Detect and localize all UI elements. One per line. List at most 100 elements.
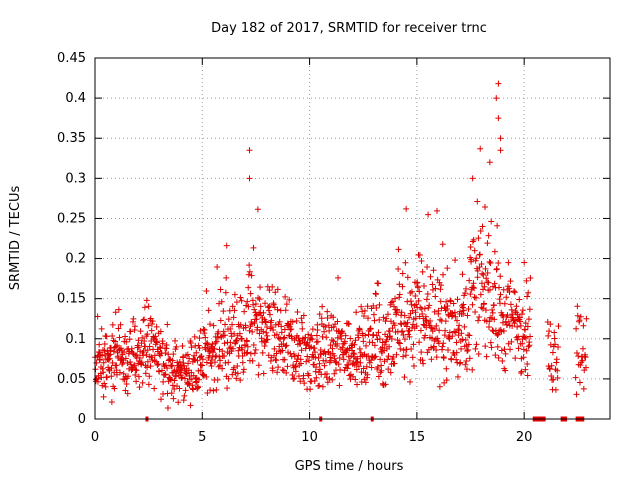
- data-point: [323, 357, 330, 364]
- data-point: [375, 329, 382, 336]
- data-point: [341, 367, 348, 374]
- data-point: [228, 330, 235, 337]
- data-point: [409, 307, 416, 314]
- data-point: [402, 352, 409, 359]
- data-point: [302, 334, 309, 341]
- data-point: [376, 316, 383, 323]
- data-point: [298, 347, 305, 354]
- data-point: [181, 392, 188, 399]
- plot-frame: [94, 57, 611, 420]
- data-point: [463, 366, 470, 373]
- data-point: [375, 280, 382, 287]
- chart-title: Day 182 of 2017, SRMTID for receiver trn…: [211, 21, 487, 36]
- data-point: [575, 353, 582, 360]
- x-tick-label: 0: [91, 430, 99, 445]
- data-point: [353, 309, 360, 316]
- data-point: [169, 357, 176, 364]
- data-point: [391, 360, 398, 367]
- data-point: [501, 346, 508, 353]
- data-point: [465, 306, 472, 313]
- data-point: [233, 337, 240, 344]
- data-point: [473, 255, 480, 262]
- data-point: [190, 386, 197, 393]
- data-point: [233, 375, 240, 382]
- data-point: [490, 302, 497, 309]
- data-point: [256, 330, 263, 337]
- data-point: [248, 272, 255, 279]
- data-point: [231, 330, 238, 337]
- data-point: [334, 340, 341, 347]
- data-point: [483, 275, 490, 282]
- data-point: [207, 360, 214, 367]
- data-point: [367, 325, 374, 332]
- data-point: [314, 321, 321, 328]
- data-point: [487, 260, 494, 267]
- data-point: [236, 330, 243, 337]
- data-point: [331, 355, 338, 362]
- data-point: [127, 328, 134, 335]
- data-point: [525, 289, 532, 296]
- data-point: [483, 353, 490, 360]
- data-point: [261, 343, 268, 350]
- data-point: [496, 284, 503, 291]
- data-point: [380, 314, 387, 321]
- data-point: [162, 349, 169, 356]
- data-point: [345, 361, 352, 368]
- data-point: [100, 369, 107, 376]
- y-tick-label: 0.3: [65, 171, 86, 186]
- data-point: [134, 352, 141, 359]
- data-point: [476, 264, 483, 271]
- data-point: [198, 353, 205, 360]
- data-point: [331, 352, 338, 359]
- data-point: [397, 345, 404, 352]
- data-point: [193, 349, 200, 356]
- data-point: [498, 347, 505, 354]
- data-point: [522, 366, 529, 373]
- data-point: [108, 399, 115, 406]
- data-point: [345, 320, 352, 327]
- data-point: [295, 352, 302, 359]
- data-point: [572, 374, 579, 381]
- data-point: [270, 301, 277, 308]
- data-point: [145, 303, 152, 310]
- data-point: [449, 333, 456, 340]
- data-point: [472, 294, 479, 301]
- data-point: [162, 371, 169, 378]
- data-point: [194, 357, 201, 364]
- data-point: [493, 265, 500, 272]
- data-point: [510, 288, 517, 295]
- data-point: [219, 365, 226, 372]
- data-point: [373, 291, 380, 298]
- data-point: [135, 344, 142, 351]
- data-point: [109, 359, 116, 366]
- data-point: [428, 325, 435, 332]
- data-point: [158, 367, 165, 374]
- data-point: [230, 364, 237, 371]
- data-point: [446, 335, 453, 342]
- data-point: [210, 322, 217, 329]
- data-point: [491, 248, 498, 255]
- data-point: [577, 362, 584, 369]
- data-point: [203, 287, 210, 294]
- data-point: [442, 327, 449, 334]
- data-point: [437, 298, 444, 305]
- data-point: [477, 228, 484, 235]
- data-point: [429, 281, 436, 288]
- data-point: [227, 325, 234, 332]
- data-point: [547, 341, 554, 348]
- data-point: [456, 322, 463, 329]
- y-tick-label: 0.2: [65, 252, 86, 267]
- data-point: [440, 271, 447, 278]
- data-point: [420, 321, 427, 328]
- data-point: [489, 306, 496, 313]
- data-point: [491, 316, 498, 323]
- data-point: [204, 389, 211, 396]
- y-axis-ticks: 0 0.05 0.1 0.15 0.2 0.25 0.3 0.35 0.4 0.45: [57, 51, 610, 427]
- data-point: [260, 328, 267, 335]
- data-point: [234, 362, 241, 369]
- data-point: [548, 372, 555, 379]
- data-points: [92, 80, 590, 411]
- data-point: [146, 343, 153, 350]
- data-point: [408, 288, 415, 295]
